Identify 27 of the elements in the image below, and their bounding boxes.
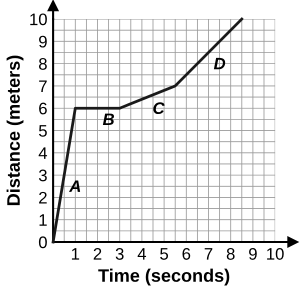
x-tick-label: 2 — [94, 248, 102, 260]
x-axis-title: Time (seconds) — [98, 268, 230, 286]
y-tick-label: 7 — [39, 80, 47, 92]
x-tick-label: 8 — [226, 248, 235, 260]
x-tick-label: 7 — [204, 248, 212, 260]
y-tick-label: 1 — [40, 214, 47, 226]
x-tick-label: 10 — [267, 248, 284, 260]
y-tick-label: 9 — [39, 36, 47, 48]
y-tick-label: 0 — [38, 236, 47, 248]
annotation: C — [153, 102, 165, 114]
annotation: A — [68, 180, 80, 192]
annotation: D — [214, 58, 226, 70]
x-tick-label: 9 — [249, 248, 257, 260]
x-tick-label: 1 — [72, 248, 80, 260]
y-axis-title: Distance (meters) — [6, 56, 24, 206]
y-tick-label: 3 — [38, 170, 47, 182]
x-tick-label: 3 — [116, 248, 124, 260]
y-tick-label: 8 — [39, 58, 47, 70]
x-tick-label: 5 — [160, 248, 168, 260]
y-tick-label: 6 — [39, 102, 47, 114]
y-tick-label: 5 — [38, 125, 47, 137]
y-tick-label: 4 — [38, 147, 48, 159]
y-tick-label: 2 — [39, 192, 47, 204]
x-tick-label: 6 — [182, 248, 190, 260]
x-tick-label: 4 — [138, 248, 146, 260]
annotation: B — [102, 114, 114, 126]
y-tick-label: 10 — [30, 13, 47, 26]
